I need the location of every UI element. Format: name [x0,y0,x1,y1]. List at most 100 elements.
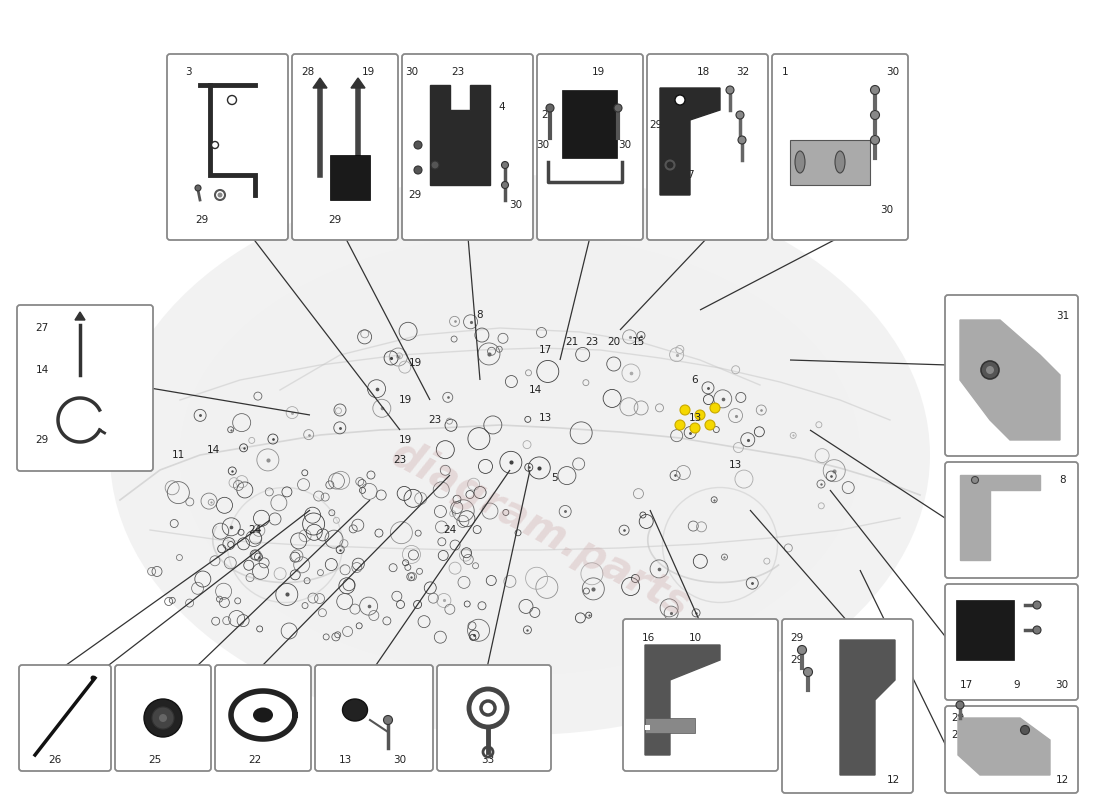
Text: 30: 30 [880,205,893,215]
Text: 29: 29 [791,655,804,665]
Text: 8: 8 [1059,475,1066,485]
Polygon shape [958,718,1050,775]
Polygon shape [960,320,1060,440]
Text: 24: 24 [443,525,456,535]
Ellipse shape [870,86,880,94]
Ellipse shape [986,366,994,374]
Text: 30: 30 [509,200,522,210]
Bar [645,725,650,730]
Ellipse shape [870,135,880,145]
Text: 13: 13 [538,413,551,423]
Text: 28: 28 [301,67,315,77]
Text: 29: 29 [952,730,965,740]
FancyBboxPatch shape [19,665,111,771]
Ellipse shape [680,405,690,415]
Ellipse shape [705,420,715,430]
Ellipse shape [384,715,393,725]
Ellipse shape [675,420,685,430]
Text: diagram.parts: diagram.parts [383,434,696,626]
Bar [562,90,617,158]
Ellipse shape [110,175,930,735]
Ellipse shape [253,707,273,722]
FancyBboxPatch shape [782,619,913,793]
Polygon shape [790,140,870,185]
Ellipse shape [342,699,367,721]
Text: 29: 29 [791,633,804,643]
Text: 29: 29 [649,120,662,130]
Ellipse shape [710,403,720,413]
Text: 14: 14 [207,445,220,455]
Text: 30: 30 [537,140,550,150]
Text: 14: 14 [528,385,541,395]
Text: 23: 23 [451,67,464,77]
Text: 19: 19 [592,67,605,77]
FancyBboxPatch shape [292,54,398,240]
Ellipse shape [798,646,806,654]
Text: 18: 18 [696,67,710,77]
Text: 13: 13 [339,755,352,765]
Ellipse shape [675,95,685,105]
Text: 19: 19 [398,395,411,405]
Ellipse shape [414,141,422,149]
Text: 3: 3 [185,67,191,77]
FancyBboxPatch shape [945,295,1078,456]
FancyBboxPatch shape [647,54,768,240]
Ellipse shape [1021,726,1030,734]
Text: 13: 13 [689,413,702,423]
Ellipse shape [695,410,705,420]
Ellipse shape [736,111,744,119]
Text: 19: 19 [408,358,421,368]
Text: 26: 26 [48,755,62,765]
Bar [645,718,695,733]
Ellipse shape [431,161,439,169]
Text: 23: 23 [394,455,407,465]
Text: 29: 29 [196,215,209,225]
Bar [956,600,1014,660]
Ellipse shape [956,701,964,709]
Text: 12: 12 [887,775,900,785]
FancyBboxPatch shape [315,665,433,771]
Ellipse shape [160,714,167,722]
FancyBboxPatch shape [402,54,534,240]
FancyBboxPatch shape [16,305,153,471]
Text: 16: 16 [641,633,654,643]
Text: 14: 14 [35,365,48,375]
Text: 19: 19 [362,67,375,77]
Polygon shape [960,475,1040,560]
Text: 30: 30 [406,67,419,77]
Text: 2: 2 [541,110,548,120]
Text: 27: 27 [35,323,48,333]
Polygon shape [645,645,720,755]
Text: 13: 13 [728,460,741,470]
Ellipse shape [218,193,222,198]
FancyBboxPatch shape [437,665,551,771]
Text: 22: 22 [249,755,262,765]
Text: 24: 24 [249,525,262,535]
Text: 25: 25 [148,755,162,765]
Ellipse shape [502,182,508,189]
Ellipse shape [180,235,860,675]
Ellipse shape [795,151,805,173]
FancyBboxPatch shape [772,54,908,240]
FancyBboxPatch shape [623,619,778,771]
Text: 17: 17 [538,345,551,355]
Ellipse shape [546,104,554,112]
FancyBboxPatch shape [537,54,643,240]
Text: 31: 31 [1056,311,1069,321]
Text: 23: 23 [428,415,441,425]
Ellipse shape [414,166,422,174]
FancyBboxPatch shape [945,462,1078,578]
Ellipse shape [211,142,219,149]
Text: 29: 29 [952,713,965,723]
Ellipse shape [228,95,236,105]
Text: 29: 29 [408,190,421,200]
FancyBboxPatch shape [167,54,288,240]
Ellipse shape [981,361,999,379]
Ellipse shape [614,104,622,112]
Text: 23: 23 [585,337,598,347]
Text: 15: 15 [631,337,645,347]
Bar [330,155,370,200]
Polygon shape [840,640,895,775]
Ellipse shape [726,86,734,94]
Polygon shape [660,88,720,195]
